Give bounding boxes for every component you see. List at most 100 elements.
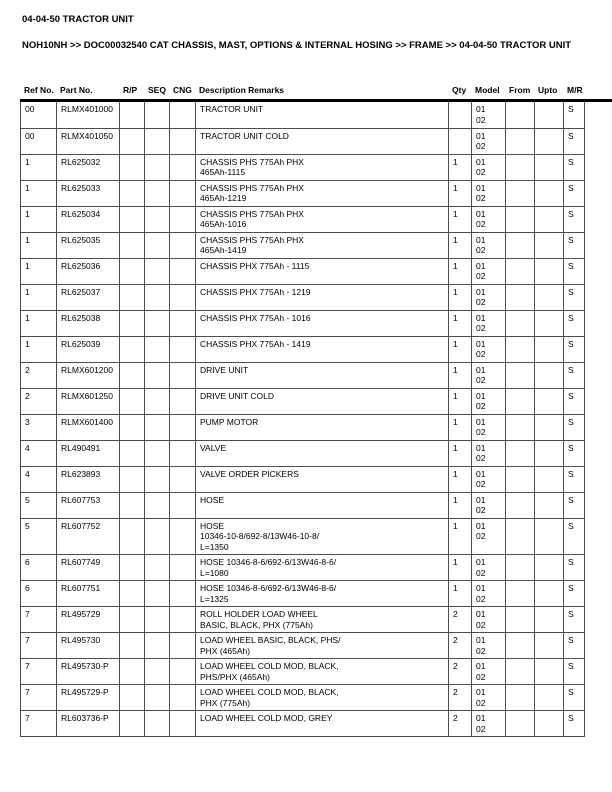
table-row: 7 RL495730 LOAD WHEEL BASIC, BLACK, PHS/PH… [20, 632, 585, 659]
table-row: 3 RLMX601400 PUMP MOTOR 1 01 02 S [20, 413, 585, 441]
cell-rp [119, 632, 145, 659]
cell-seq [144, 554, 170, 581]
desc-line: 465Ah-1419 [200, 245, 247, 255]
cell-qty: 1 [448, 231, 472, 259]
cell-ref: 1 [20, 231, 57, 259]
cell-qty: 2 [448, 684, 472, 711]
model-line: 02 [476, 401, 486, 411]
column-header-mr: M/R [567, 85, 583, 95]
cell-rp [119, 517, 145, 555]
cell-model: 01 02 [471, 517, 506, 555]
cell-ref: 7 [20, 632, 57, 659]
cell-ref: 7 [20, 606, 57, 633]
cell-from [505, 361, 535, 389]
desc-line: VALVE ORDER PICKERS [200, 468, 299, 479]
desc-line: CHASSIS PHS 775Ah PHX [200, 208, 304, 219]
cell-ref: 2 [20, 387, 57, 415]
model-line: 01 [476, 557, 486, 567]
desc-line: CHASSIS PHX 775Ah - 1419 [200, 338, 311, 349]
cell-mr: S [563, 491, 585, 519]
model-line: 02 [476, 645, 486, 656]
cell-rp [119, 387, 145, 415]
cell-model: 01 02 [471, 658, 506, 685]
model-line: 01 [476, 390, 486, 401]
cell-upto [534, 554, 564, 581]
cell-ref: 7 [20, 684, 57, 711]
cell-model: 01 02 [471, 413, 506, 441]
cell-part: RLMX401050 [56, 127, 120, 155]
cell-ref: 3 [20, 413, 57, 441]
cell-mr: S [563, 309, 585, 337]
cell-seq [144, 465, 170, 493]
model-line: 02 [476, 505, 486, 515]
cell-cng [169, 554, 196, 581]
cell-from [505, 413, 535, 441]
cell-ref: 1 [20, 257, 57, 285]
table-row: 1 RL625034 CHASSIS PHS 775Ah PHX 465Ah-1016… [20, 205, 585, 233]
desc-line: BASIC, BLACK, PHX (775Ah) [200, 619, 313, 630]
cell-from [505, 231, 535, 259]
cell-qty: 1 [448, 205, 472, 233]
cell-part: RLMX401000 [56, 102, 120, 129]
cell-mr: S [563, 387, 585, 415]
page-title: 04-04-50 TRACTOR UNIT [22, 14, 134, 25]
cell-model: 01 02 [471, 439, 506, 467]
cell-from [505, 606, 535, 633]
table-row: 4 RL623893 VALVE ORDER PICKERS 1 01 02 S [20, 465, 585, 493]
cell-ref: 1 [20, 335, 57, 363]
cell-rp [119, 283, 145, 311]
cell-upto [534, 153, 564, 181]
cell-from [505, 283, 535, 311]
model-line: 02 [476, 114, 486, 125]
cell-model: 01 02 [471, 361, 506, 389]
cell-cng [169, 387, 196, 415]
cell-part: RL625033 [56, 179, 120, 207]
cell-desc: CHASSIS PHS 775Ah PHX 465Ah-1219 [195, 179, 449, 207]
table-row: 2 RLMX601250 DRIVE UNIT COLD 1 01 02 S [20, 387, 585, 415]
cell-ref: 1 [20, 179, 57, 207]
cell-rp [119, 309, 145, 337]
cell-model: 01 02 [471, 257, 506, 285]
cell-mr: S [563, 283, 585, 311]
cell-qty: 1 [448, 335, 472, 363]
cell-mr: S [563, 413, 585, 441]
cell-cng [169, 491, 196, 519]
column-header-qty: Qty [452, 85, 467, 95]
desc-line: PHX (465Ah) [200, 645, 251, 656]
cell-model: 01 02 [471, 205, 506, 233]
cell-from [505, 632, 535, 659]
cell-ref: 6 [20, 580, 57, 607]
cell-mr: S [563, 658, 585, 685]
cell-mr: S [563, 205, 585, 233]
model-line: 02 [476, 349, 486, 359]
column-header-rp: R/P [123, 85, 138, 95]
cell-seq [144, 335, 170, 363]
cell-upto [534, 517, 564, 555]
cell-ref: 1 [20, 283, 57, 311]
model-line: 01 [476, 609, 486, 619]
column-header-seq: SEQ [148, 85, 166, 95]
parts-table: 00 RLMX401000 TRACTOR UNIT 01 02 S 00 RLMX40105… [20, 102, 585, 737]
cell-upto [534, 632, 564, 659]
column-header-desc: Description Remarks [199, 85, 285, 95]
cell-ref: 00 [20, 127, 57, 155]
table-row: 00 RLMX401000 TRACTOR UNIT 01 02 S [20, 102, 585, 129]
model-line: 02 [476, 375, 486, 385]
cell-qty: 1 [448, 153, 472, 181]
cell-mr: S [563, 710, 585, 737]
cell-desc: LOAD WHEEL BASIC, BLACK, PHS/PHX (465Ah) [195, 632, 449, 659]
model-line: 02 [476, 593, 486, 604]
cell-rp [119, 257, 145, 285]
desc-line: HOSE [200, 494, 225, 505]
cell-part: RL495729-P [56, 684, 120, 711]
cell-rp [119, 205, 145, 233]
cell-ref: 5 [20, 491, 57, 519]
cell-upto [534, 257, 564, 285]
cell-rp [119, 439, 145, 467]
cell-upto [534, 465, 564, 493]
column-header-cng: CNG [173, 85, 192, 95]
cell-from [505, 179, 535, 207]
cell-desc: VALVE ORDER PICKERS [195, 465, 449, 493]
cell-from [505, 309, 535, 337]
cell-upto [534, 580, 564, 607]
